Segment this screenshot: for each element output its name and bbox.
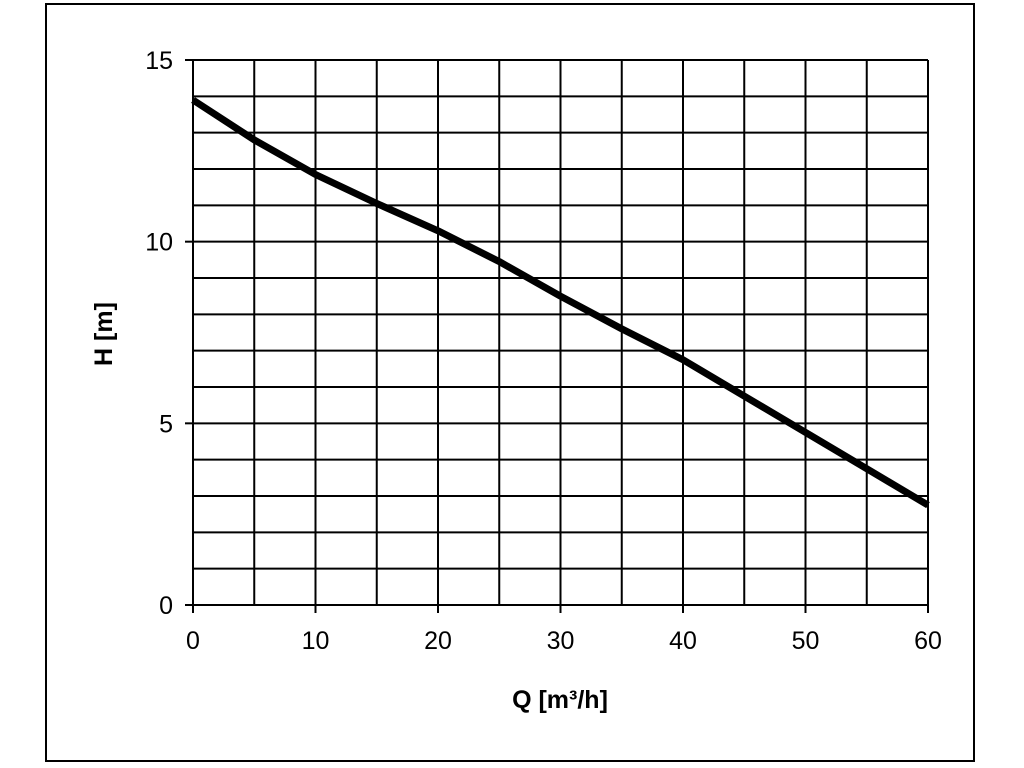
x-tick-label: 30 — [547, 627, 575, 655]
y-tick-label: 0 — [159, 592, 173, 620]
x-tick-label: 60 — [914, 627, 942, 655]
x-tick-label: 10 — [302, 627, 330, 655]
x-tick-label: 50 — [792, 627, 820, 655]
label-layer: 0 10 20 30 40 50 60 0 5 10 15 — [145, 47, 942, 655]
grid-layer — [192, 59, 929, 606]
y-tick-label: 15 — [145, 47, 173, 75]
y-axis-title: H [m] — [90, 302, 118, 366]
chart-frame — [45, 3, 975, 762]
x-tick-label: 20 — [424, 627, 452, 655]
x-axis-title: Q [m³/h] — [512, 686, 608, 714]
y-tick-label: 10 — [145, 229, 173, 257]
series-layer — [191, 97, 930, 509]
x-tick-label: 40 — [669, 627, 697, 655]
axis-layer — [185, 59, 929, 613]
y-tick-label: 5 — [159, 410, 173, 438]
x-tick-label: 0 — [186, 627, 200, 655]
pump-curve-line — [191, 97, 930, 509]
